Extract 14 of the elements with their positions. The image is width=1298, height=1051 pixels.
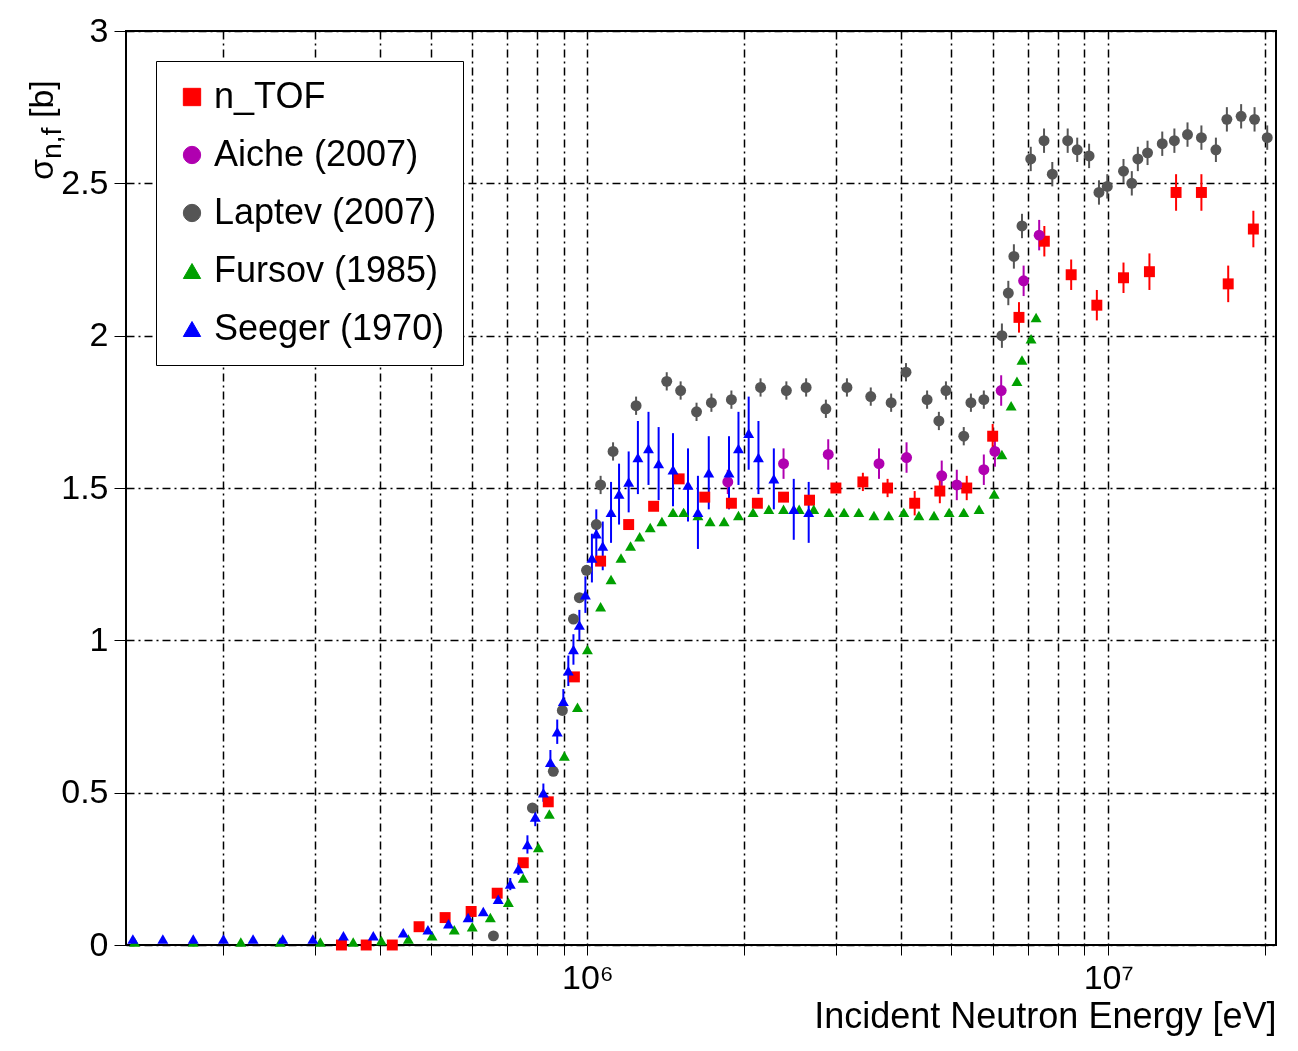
- legend-label: Seeger (1970): [214, 307, 445, 348]
- legend-label: n_TOF: [214, 75, 326, 116]
- y-tick-label: 3: [89, 10, 109, 49]
- y-tick-label: 1: [89, 619, 109, 658]
- legend-label: Laptev (2007): [214, 191, 437, 232]
- x-tick-label: 10⁶: [562, 957, 614, 996]
- y-tick-label: 0: [89, 924, 109, 963]
- x-axis-title: Incident Neutron Energy [eV]: [814, 994, 1277, 1036]
- legend-label: Aiche (2007): [214, 133, 419, 174]
- legend-label: Fursov (1985): [214, 249, 439, 290]
- y-tick-label: 2: [89, 315, 109, 354]
- y-tick-label: 1.5: [61, 467, 109, 506]
- x-tick-label: 10⁷: [1083, 957, 1134, 996]
- y-tick-label: 0.5: [61, 772, 109, 811]
